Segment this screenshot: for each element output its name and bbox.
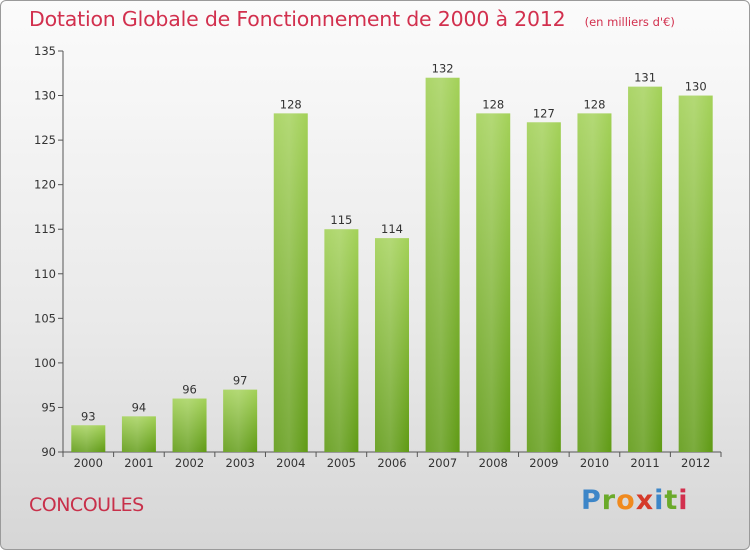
chart-title-block: Dotation Globale de Fonctionnement de 20…	[29, 7, 675, 31]
bar-value-label: 128	[280, 97, 302, 111]
bar-highlight	[526, 122, 561, 453]
bar-value-label: 114	[381, 222, 403, 236]
y-tick-label: 95	[41, 400, 56, 414]
bar-value-label: 115	[330, 213, 352, 227]
bar-value-label: 93	[81, 409, 96, 423]
bars	[71, 77, 713, 453]
x-tick-label: 2009	[529, 456, 558, 470]
bar-value-label: 130	[685, 80, 707, 94]
x-tick-label: 2000	[74, 456, 103, 470]
y-tick-label: 130	[34, 89, 56, 103]
chart-title: Dotation Globale de Fonctionnement de 20…	[29, 7, 566, 31]
x-tick-label: 2001	[124, 456, 153, 470]
x-tick-label: 2006	[377, 456, 406, 470]
bar-value-label: 132	[432, 62, 454, 76]
y-tick-label: 110	[34, 267, 56, 281]
x-tick-label: 2007	[428, 456, 457, 470]
bar-highlight	[273, 113, 308, 452]
y-axis: 90 95 100 105 110 115 120 125 130 135	[34, 44, 64, 459]
bar-value-label: 96	[182, 383, 197, 397]
y-tick-label: 135	[34, 44, 56, 58]
bar-highlight	[324, 229, 359, 452]
commune-name: CONCOULES	[29, 494, 144, 516]
bar-highlight	[628, 86, 663, 453]
bar-highlight	[172, 398, 207, 452]
bar-highlight	[121, 416, 156, 452]
y-tick-label: 125	[34, 133, 56, 147]
bar-highlight	[223, 389, 258, 452]
bar-value-label: 128	[583, 97, 605, 111]
bar-value-label: 127	[533, 106, 555, 120]
y-tick-label: 105	[34, 311, 56, 325]
chart-unit: (en milliers d'€)	[584, 15, 675, 29]
x-tick-label: 2005	[327, 456, 356, 470]
x-tick-label: 2004	[276, 456, 305, 470]
y-tick-label: 115	[34, 222, 56, 236]
x-tick-label: 2002	[175, 456, 204, 470]
x-tick-label: 2008	[479, 456, 508, 470]
bar-highlight	[375, 238, 409, 452]
bar-highlight	[678, 95, 713, 453]
bar-highlight	[71, 425, 106, 452]
bar-value-label: 131	[634, 71, 656, 85]
x-tick-label: 2011	[630, 456, 659, 470]
bar-highlight	[577, 113, 612, 452]
bar-highlight	[425, 77, 460, 452]
x-tick-label: 2010	[580, 456, 609, 470]
proxiti-logo: Proxiti	[581, 485, 689, 516]
x-tick-label: 2003	[226, 456, 255, 470]
data-labels: 93 94 96 97 128 115 114 132 128 127 128 131 130	[81, 62, 707, 424]
y-tick-label: 90	[41, 445, 56, 459]
x-axis: 2000 2001 2002 2003 2004 2005 2006 2007 2008 2009…	[62, 451, 722, 470]
y-tick-label: 120	[34, 178, 56, 192]
bar-value-label: 97	[233, 374, 248, 388]
bar-highlight	[476, 113, 511, 452]
bar-value-label: 128	[482, 97, 504, 111]
y-tick-label: 100	[34, 356, 56, 370]
x-tick-label: 2012	[681, 456, 710, 470]
bar-value-label: 94	[132, 400, 147, 414]
